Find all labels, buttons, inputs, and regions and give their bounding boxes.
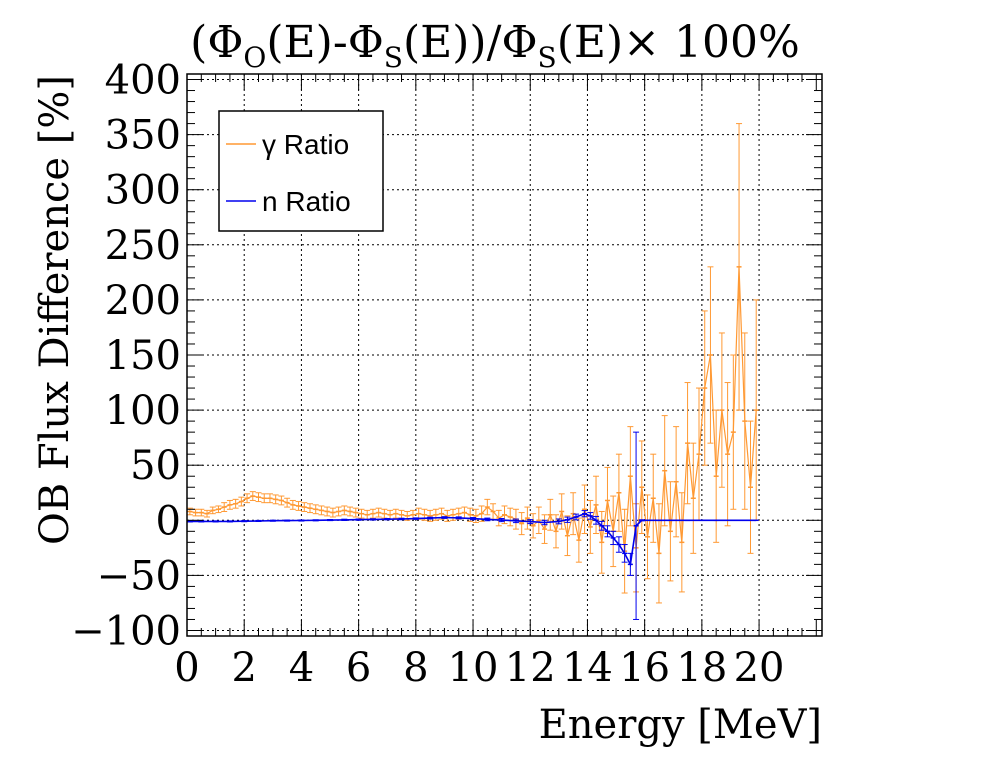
y-tick-label: 150 xyxy=(105,333,181,379)
x-axis-label: Energy [MeV] xyxy=(539,702,822,748)
y-tick-label: 200 xyxy=(105,278,181,324)
y-tick-label: 250 xyxy=(105,223,181,269)
series-layer xyxy=(186,123,760,620)
x-tick-label: 16 xyxy=(619,645,670,691)
y-tick-label: 350 xyxy=(105,113,181,159)
y-tick-label: 100 xyxy=(105,388,181,434)
x-tick-label: 12 xyxy=(505,645,556,691)
series-neutron xyxy=(186,431,759,620)
y-tick-label: 300 xyxy=(105,168,181,214)
axes xyxy=(186,73,823,637)
y-tick-label: −50 xyxy=(97,553,181,599)
tick-labels: 0 2 4 6 8 10 12 14 16 18 20−100−500501001502002503… xyxy=(71,58,784,691)
chart-title: (ΦO(E)-ΦS(E))/ΦS(E)× 100% xyxy=(190,17,800,74)
y-tick-label: 400 xyxy=(105,58,181,104)
x-tick-label: 8 xyxy=(403,645,428,691)
series-line xyxy=(189,266,757,554)
x-tick-label: 6 xyxy=(346,645,371,691)
legend-label-neutron: n Ratio xyxy=(262,186,351,217)
y-tick-label: 0 xyxy=(156,498,181,544)
y-axis-label: OB Flux Difference [%] xyxy=(32,75,78,545)
legend: γ Ratio n Ratio xyxy=(218,110,384,232)
legend-box xyxy=(218,110,384,232)
x-tick-label: 2 xyxy=(231,645,256,691)
legend-label-gamma: γ Ratio xyxy=(262,129,349,160)
y-tick-label: 50 xyxy=(130,443,181,489)
y-tick-label: −100 xyxy=(71,608,181,654)
x-tick-label: 4 xyxy=(289,645,314,691)
x-tick-label: 10 xyxy=(448,645,499,691)
x-tick-label: 18 xyxy=(676,645,727,691)
x-tick-label: 14 xyxy=(562,645,613,691)
x-tick-label: 20 xyxy=(734,645,785,691)
x-tick-label: 0 xyxy=(174,645,199,691)
